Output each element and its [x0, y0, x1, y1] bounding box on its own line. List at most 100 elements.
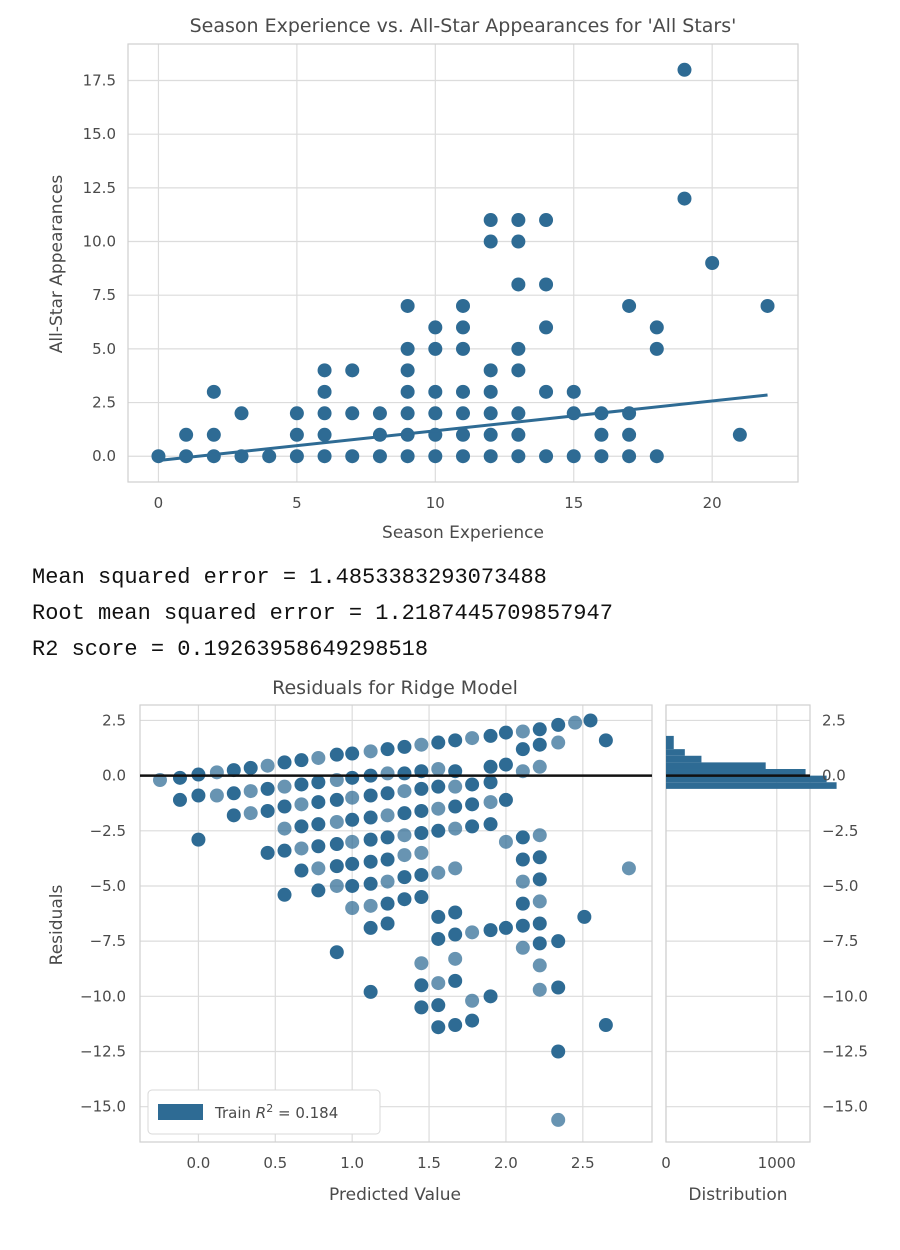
- chart2-point: [532, 737, 547, 752]
- chart2-point: [311, 861, 326, 876]
- chart2-point: [172, 792, 187, 807]
- chart2-title: Residuals for Ridge Model: [272, 677, 518, 699]
- chart1-point: [511, 213, 526, 228]
- histogram-bars: [666, 735, 837, 789]
- chart2-point: [414, 803, 429, 818]
- chart1-point: [649, 320, 664, 335]
- chart2-point: [431, 1020, 446, 1035]
- chart2-point: [483, 795, 498, 810]
- chart2-point: [345, 812, 360, 827]
- chart2-point: [621, 861, 636, 876]
- histogram-y-ticks: 2.5 0.0 −2.5 −5.0 −7.5 −10.0 −12.5 −15.0: [822, 711, 868, 1115]
- rmse-line: Root mean squared error = 1.218744570985…: [32, 601, 613, 626]
- chart2-point: [431, 931, 446, 946]
- chart2-point: [311, 750, 326, 765]
- chart1-point: [400, 384, 415, 399]
- chart1-x-tick-label: 15: [564, 494, 583, 512]
- chart2-point: [515, 874, 530, 889]
- chart2-point: [277, 779, 292, 794]
- metrics-output: Mean squared error = 1.4853383293073488 …: [32, 560, 613, 668]
- chart2-y-ticks: 2.5 0.0 −2.5 −5.0 −7.5 −10.0 −12.5 −15.0: [80, 711, 126, 1115]
- chart2-point: [345, 856, 360, 871]
- chart2-y-tick-label: −7.5: [90, 932, 126, 950]
- chart1-point: [760, 298, 775, 313]
- chart2-point: [329, 945, 344, 960]
- chart1-point: [483, 384, 498, 399]
- chart1-point: [732, 427, 747, 442]
- chart2-point: [465, 819, 480, 834]
- histogram-x-ticks: 0 1000: [661, 1154, 796, 1172]
- chart2-point: [380, 916, 395, 931]
- chart2-point: [345, 878, 360, 893]
- chart1-point: [511, 277, 526, 292]
- histogram-bar: [666, 762, 766, 770]
- chart2-points: [152, 713, 636, 1127]
- chart2-y-tick-label: −15.0: [80, 1098, 126, 1116]
- histogram-y-tick-label: −15.0: [822, 1098, 868, 1116]
- chart2-point: [363, 832, 378, 847]
- chart2-point: [172, 770, 187, 785]
- chart1-point: [705, 256, 720, 270]
- chart1-point: [511, 234, 526, 249]
- chart2-point: [397, 766, 412, 781]
- chart1-point: [594, 449, 609, 464]
- chart1-point: [428, 406, 443, 421]
- histogram-bar: [666, 749, 685, 756]
- chart1-x-tick-label: 20: [703, 494, 722, 512]
- chart1-point: [539, 384, 554, 399]
- chart1-point: [400, 449, 415, 464]
- chart2-point: [431, 909, 446, 924]
- chart1-point: [456, 298, 470, 313]
- chart2-point: [329, 747, 344, 762]
- chart2-point: [380, 852, 395, 867]
- chart2-point: [243, 760, 258, 775]
- chart1-point: [262, 449, 277, 464]
- chart2-point: [294, 863, 309, 878]
- chart2-point: [414, 867, 429, 882]
- chart2-point: [448, 1018, 463, 1033]
- chart2-point: [498, 757, 513, 772]
- chart1-point: [289, 406, 304, 421]
- chart1-y-tick-label: 10.0: [83, 233, 116, 251]
- chart2-point: [515, 940, 530, 955]
- chart2-point: [532, 828, 547, 843]
- chart1-point: [483, 234, 498, 249]
- chart2-point: [260, 758, 275, 773]
- chart1-y-tick-label: 7.5: [92, 286, 116, 304]
- chart2-point: [551, 717, 566, 732]
- chart2-point: [431, 801, 446, 816]
- histogram-bar: [666, 769, 806, 776]
- histogram-frame: [665, 704, 811, 1143]
- chart2-point: [483, 728, 498, 743]
- chart2-point: [311, 883, 326, 898]
- chart2-point: [191, 788, 206, 803]
- chart2-point: [551, 980, 566, 995]
- chart1-point: [400, 406, 415, 421]
- chart1-point: [566, 406, 581, 421]
- chart2-point: [397, 806, 412, 821]
- chart1-y-tick-label: 15.0: [83, 125, 116, 143]
- chart2-point: [329, 814, 344, 829]
- chart2-point: [294, 777, 309, 792]
- chart2-x-tick-label: 1.0: [340, 1154, 364, 1172]
- chart2-point: [532, 936, 547, 951]
- chart1-point: [345, 449, 360, 464]
- chart2-point: [277, 821, 292, 836]
- chart1-point: [317, 449, 332, 464]
- legend-value: 0.184: [295, 1104, 338, 1122]
- chart2-point: [515, 896, 530, 911]
- chart1-point: [511, 341, 526, 356]
- chart2-point: [465, 1013, 480, 1028]
- chart2-point: [380, 874, 395, 889]
- chart2-point: [551, 1044, 566, 1059]
- chart2-point: [397, 828, 412, 843]
- chart2-point: [260, 781, 275, 796]
- histogram-bar: [666, 735, 674, 750]
- chart1-point: [539, 277, 554, 292]
- chart2-point: [483, 989, 498, 1004]
- chart2-point: [329, 859, 344, 874]
- chart2-point: [191, 832, 206, 847]
- chart2-x-tick-label: 2.5: [571, 1154, 595, 1172]
- chart2-x-tick-label: 0.0: [186, 1154, 210, 1172]
- chart2-y-tick-label: −12.5: [80, 1043, 126, 1061]
